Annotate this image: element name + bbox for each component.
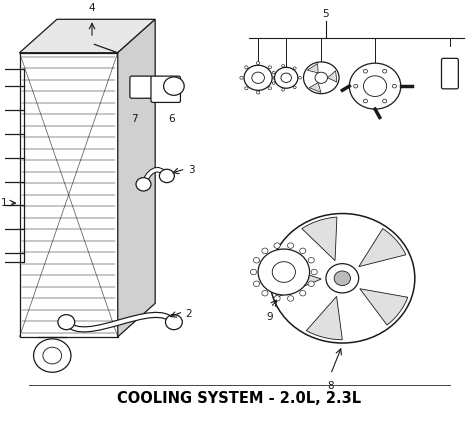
Circle shape xyxy=(282,88,284,91)
Circle shape xyxy=(274,243,280,248)
Text: 7: 7 xyxy=(131,115,137,125)
Circle shape xyxy=(299,77,301,79)
Circle shape xyxy=(256,61,260,64)
Circle shape xyxy=(268,87,272,90)
Polygon shape xyxy=(328,71,337,82)
FancyBboxPatch shape xyxy=(130,76,152,98)
Circle shape xyxy=(303,62,339,93)
Circle shape xyxy=(240,76,243,79)
Polygon shape xyxy=(359,229,406,266)
Circle shape xyxy=(268,66,272,69)
Circle shape xyxy=(311,269,317,275)
Circle shape xyxy=(272,262,295,282)
Circle shape xyxy=(58,314,75,330)
Circle shape xyxy=(254,258,260,263)
Circle shape xyxy=(273,82,275,84)
Polygon shape xyxy=(19,53,118,337)
Polygon shape xyxy=(306,296,342,340)
Polygon shape xyxy=(118,19,155,337)
Circle shape xyxy=(364,76,387,96)
Circle shape xyxy=(288,243,294,248)
Circle shape xyxy=(43,347,62,364)
Circle shape xyxy=(308,281,314,287)
Circle shape xyxy=(165,314,182,330)
Circle shape xyxy=(245,87,248,90)
Circle shape xyxy=(364,69,367,73)
Circle shape xyxy=(326,264,359,293)
Polygon shape xyxy=(307,64,318,73)
Circle shape xyxy=(308,258,314,263)
Text: 4: 4 xyxy=(89,3,95,13)
Polygon shape xyxy=(302,217,337,261)
Circle shape xyxy=(250,269,256,275)
FancyBboxPatch shape xyxy=(151,76,181,102)
Circle shape xyxy=(354,84,358,88)
Circle shape xyxy=(273,76,276,79)
Circle shape xyxy=(273,71,275,74)
Circle shape xyxy=(274,296,280,301)
Polygon shape xyxy=(273,264,321,297)
Polygon shape xyxy=(309,83,321,92)
Circle shape xyxy=(34,339,71,372)
Circle shape xyxy=(244,65,272,91)
Circle shape xyxy=(262,290,268,296)
Circle shape xyxy=(315,72,328,83)
Circle shape xyxy=(349,63,401,109)
Polygon shape xyxy=(19,19,155,53)
Circle shape xyxy=(256,91,260,94)
Text: 5: 5 xyxy=(323,9,329,19)
Text: 9: 9 xyxy=(266,312,273,322)
Circle shape xyxy=(293,67,296,69)
Circle shape xyxy=(258,249,310,295)
Circle shape xyxy=(300,248,306,253)
Polygon shape xyxy=(360,289,408,325)
Text: 6: 6 xyxy=(168,114,175,124)
Circle shape xyxy=(293,86,296,89)
Circle shape xyxy=(252,72,264,83)
Circle shape xyxy=(281,73,292,83)
Text: 3: 3 xyxy=(188,165,194,175)
Circle shape xyxy=(300,290,306,296)
Circle shape xyxy=(254,281,260,287)
Circle shape xyxy=(262,248,268,253)
Circle shape xyxy=(392,84,396,88)
Circle shape xyxy=(164,77,184,95)
Circle shape xyxy=(364,99,367,103)
Circle shape xyxy=(383,69,387,73)
Circle shape xyxy=(159,169,174,183)
Circle shape xyxy=(274,67,298,88)
Text: 1: 1 xyxy=(1,198,8,208)
Circle shape xyxy=(334,271,350,285)
FancyBboxPatch shape xyxy=(441,59,458,89)
Text: COOLING SYSTEM - 2.0L, 2.3L: COOLING SYSTEM - 2.0L, 2.3L xyxy=(118,391,362,406)
Circle shape xyxy=(136,178,151,191)
Circle shape xyxy=(282,64,284,67)
Text: 2: 2 xyxy=(186,309,192,319)
Circle shape xyxy=(383,99,387,103)
Circle shape xyxy=(288,296,294,301)
Circle shape xyxy=(245,66,248,69)
Text: 8: 8 xyxy=(328,381,334,391)
